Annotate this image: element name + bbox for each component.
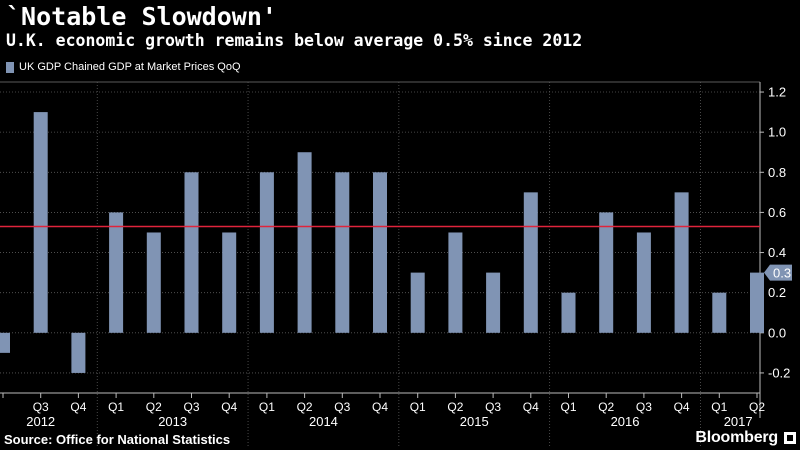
chart-legend: UK GDP Chained GDP at Market Prices QoQ: [6, 61, 241, 73]
x-tick-label: Q1: [560, 400, 576, 414]
x-tick-label: Q3: [485, 400, 501, 414]
gdp-bar: [599, 212, 614, 333]
year-label: 2014: [309, 414, 338, 429]
gdp-bar: [71, 332, 86, 373]
y-tick-label: 0.8: [768, 165, 786, 180]
gdp-bar: [712, 292, 727, 333]
x-tick-label: Q4: [372, 400, 388, 414]
x-tick-label: Q4: [674, 400, 690, 414]
gdp-bar: [448, 232, 463, 333]
x-tick-label: Q2: [749, 400, 765, 414]
gdp-bar: [410, 272, 425, 333]
bloomberg-mark-icon: [784, 432, 796, 444]
y-tick-label: 0.4: [768, 245, 786, 260]
chart-subtitle: U.K. economic growth remains below avera…: [6, 31, 583, 50]
gdp-bar: [674, 192, 689, 333]
x-tick-label: Q3: [33, 400, 49, 414]
gdp-bar: [109, 212, 124, 333]
gdp-bar: [184, 172, 199, 333]
year-label: 2013: [158, 414, 187, 429]
gdp-bar: [146, 232, 161, 333]
x-tick-label: Q3: [334, 400, 350, 414]
x-tick-label: Q2: [146, 400, 162, 414]
year-label: 2015: [460, 414, 489, 429]
gdp-bar: [486, 272, 501, 333]
gdp-bar: [33, 112, 48, 333]
x-tick-label: Q4: [523, 400, 539, 414]
last-value-label: 0.3: [773, 266, 791, 281]
chart-title: `Notable Slowdown': [6, 2, 277, 31]
gdp-bar: [636, 232, 651, 333]
gdp-bar: [373, 172, 387, 333]
y-tick-label: 0.6: [768, 205, 786, 220]
year-label: 2017: [724, 414, 753, 429]
year-label: 2016: [611, 414, 640, 429]
gdp-bar: [523, 192, 538, 333]
gdp-bar: [750, 272, 764, 333]
x-tick-label: Q1: [108, 400, 124, 414]
gdp-bar: [222, 232, 237, 333]
source-note: Source: Office for National Statistics: [4, 432, 231, 447]
y-tick-label: 1.2: [768, 85, 786, 100]
gdp-bar: [335, 172, 350, 333]
legend-label: UK GDP Chained GDP at Market Prices QoQ: [19, 61, 241, 73]
x-tick-label: Q1: [410, 400, 426, 414]
y-tick-label: 0.2: [768, 285, 786, 300]
gdp-bar: [297, 152, 312, 333]
x-tick-label: Q4: [70, 400, 86, 414]
last-value-marker: [764, 264, 792, 281]
x-tick-label: Q2: [297, 400, 313, 414]
x-tick-label: Q2: [447, 400, 463, 414]
x-tick-label: Q3: [636, 400, 652, 414]
gdp-bar: [0, 332, 10, 353]
x-tick-label: Q1: [711, 400, 727, 414]
y-tick-label: -0.2: [768, 365, 790, 380]
x-tick-label: Q3: [183, 400, 199, 414]
gdp-bar: [561, 292, 576, 333]
year-label: 2012: [26, 414, 55, 429]
y-tick-label: 1.0: [768, 125, 786, 140]
gdp-bar: [259, 172, 274, 333]
x-tick-label: Q4: [221, 400, 237, 414]
bloomberg-logo: Bloomberg: [695, 429, 778, 446]
legend-swatch: [6, 61, 14, 73]
x-tick-label: Q1: [259, 400, 275, 414]
x-tick-label: Q2: [598, 400, 614, 414]
y-tick-label: 0.0: [768, 325, 786, 340]
